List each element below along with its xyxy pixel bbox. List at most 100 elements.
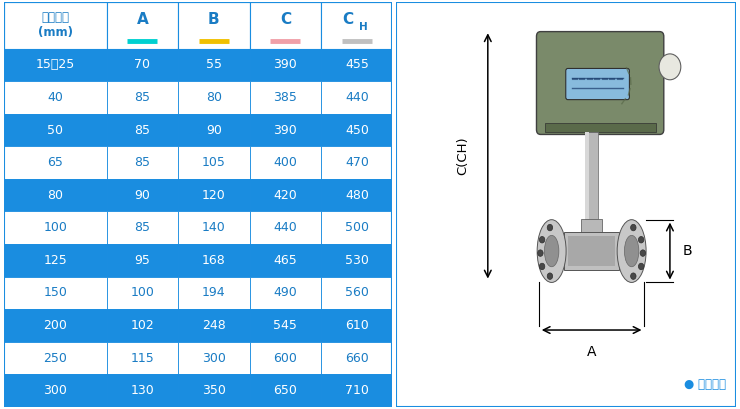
Text: 40: 40 — [47, 91, 63, 104]
Text: 400: 400 — [273, 156, 297, 169]
Bar — [249, 244, 321, 276]
Text: 85: 85 — [135, 124, 150, 137]
Bar — [321, 2, 393, 49]
Text: B: B — [208, 12, 220, 27]
Bar — [107, 81, 178, 114]
Text: 440: 440 — [274, 221, 297, 234]
Bar — [178, 211, 249, 244]
Bar — [321, 309, 393, 342]
Bar — [249, 276, 321, 309]
Bar — [321, 81, 393, 114]
Bar — [565, 232, 619, 270]
Text: 200: 200 — [43, 319, 67, 332]
Bar — [321, 114, 393, 146]
Text: 660: 660 — [345, 352, 369, 364]
FancyBboxPatch shape — [536, 31, 664, 135]
Bar — [321, 342, 393, 374]
Text: 710: 710 — [345, 384, 369, 397]
Bar — [249, 342, 321, 374]
Bar — [107, 146, 178, 179]
Text: 610: 610 — [345, 319, 369, 332]
Text: 102: 102 — [130, 319, 154, 332]
Text: 65: 65 — [47, 156, 63, 169]
Bar — [178, 49, 249, 81]
Ellipse shape — [537, 220, 566, 283]
Text: 85: 85 — [135, 156, 150, 169]
Bar — [321, 244, 393, 276]
Text: 530: 530 — [345, 254, 369, 267]
Bar — [4, 81, 107, 114]
Bar — [321, 179, 393, 211]
Text: 168: 168 — [202, 254, 226, 267]
Bar — [321, 49, 393, 81]
Text: 194: 194 — [202, 286, 226, 299]
Circle shape — [539, 263, 545, 270]
Bar — [249, 309, 321, 342]
Text: 50: 50 — [47, 124, 63, 137]
Text: 490: 490 — [274, 286, 297, 299]
Bar — [321, 276, 393, 309]
Bar — [321, 146, 393, 179]
Text: 465: 465 — [274, 254, 297, 267]
Text: 600: 600 — [273, 352, 297, 364]
Text: 300: 300 — [202, 352, 226, 364]
Bar — [4, 342, 107, 374]
Bar — [107, 49, 178, 81]
Bar — [249, 374, 321, 407]
Bar — [4, 2, 107, 49]
Bar — [107, 276, 178, 309]
Text: 450: 450 — [345, 124, 369, 137]
Bar — [4, 244, 107, 276]
Text: 90: 90 — [206, 124, 222, 137]
Bar — [4, 49, 107, 81]
Bar — [4, 276, 107, 309]
Text: 100: 100 — [130, 286, 155, 299]
Circle shape — [630, 225, 636, 231]
Text: 440: 440 — [345, 91, 369, 104]
Text: 385: 385 — [273, 91, 297, 104]
Text: A: A — [136, 12, 148, 27]
Bar — [249, 49, 321, 81]
Text: 15～25: 15～25 — [36, 58, 75, 72]
Bar — [107, 2, 178, 49]
Text: 90: 90 — [135, 189, 150, 202]
Bar — [249, 2, 321, 49]
Circle shape — [639, 236, 644, 243]
Circle shape — [538, 250, 543, 256]
FancyBboxPatch shape — [566, 68, 630, 100]
Bar — [178, 146, 249, 179]
Text: 80: 80 — [206, 91, 222, 104]
Text: 300: 300 — [43, 384, 67, 397]
Text: 仪表口径
(mm): 仪表口径 (mm) — [38, 11, 73, 39]
Bar — [4, 309, 107, 342]
Bar — [568, 236, 616, 266]
Text: 390: 390 — [274, 58, 297, 72]
Bar — [585, 132, 589, 219]
Text: 455: 455 — [345, 58, 369, 72]
Bar — [249, 114, 321, 146]
Bar — [249, 211, 321, 244]
Bar — [178, 179, 249, 211]
Text: 250: 250 — [43, 352, 67, 364]
Bar — [178, 276, 249, 309]
Text: 130: 130 — [130, 384, 154, 397]
Bar — [178, 114, 249, 146]
Text: 350: 350 — [202, 384, 226, 397]
Text: 85: 85 — [135, 91, 150, 104]
Bar — [178, 81, 249, 114]
Bar — [107, 114, 178, 146]
Bar — [4, 179, 107, 211]
Text: B: B — [682, 244, 692, 258]
Text: 560: 560 — [345, 286, 369, 299]
Circle shape — [547, 273, 553, 279]
Text: 105: 105 — [202, 156, 226, 169]
Text: 70: 70 — [135, 58, 150, 72]
Bar — [107, 374, 178, 407]
Text: 390: 390 — [274, 124, 297, 137]
Text: 480: 480 — [345, 189, 369, 202]
Text: ● 常规仪表: ● 常规仪表 — [684, 378, 726, 391]
Bar — [107, 342, 178, 374]
Bar — [178, 244, 249, 276]
Ellipse shape — [545, 235, 559, 267]
Text: 140: 140 — [202, 221, 226, 234]
